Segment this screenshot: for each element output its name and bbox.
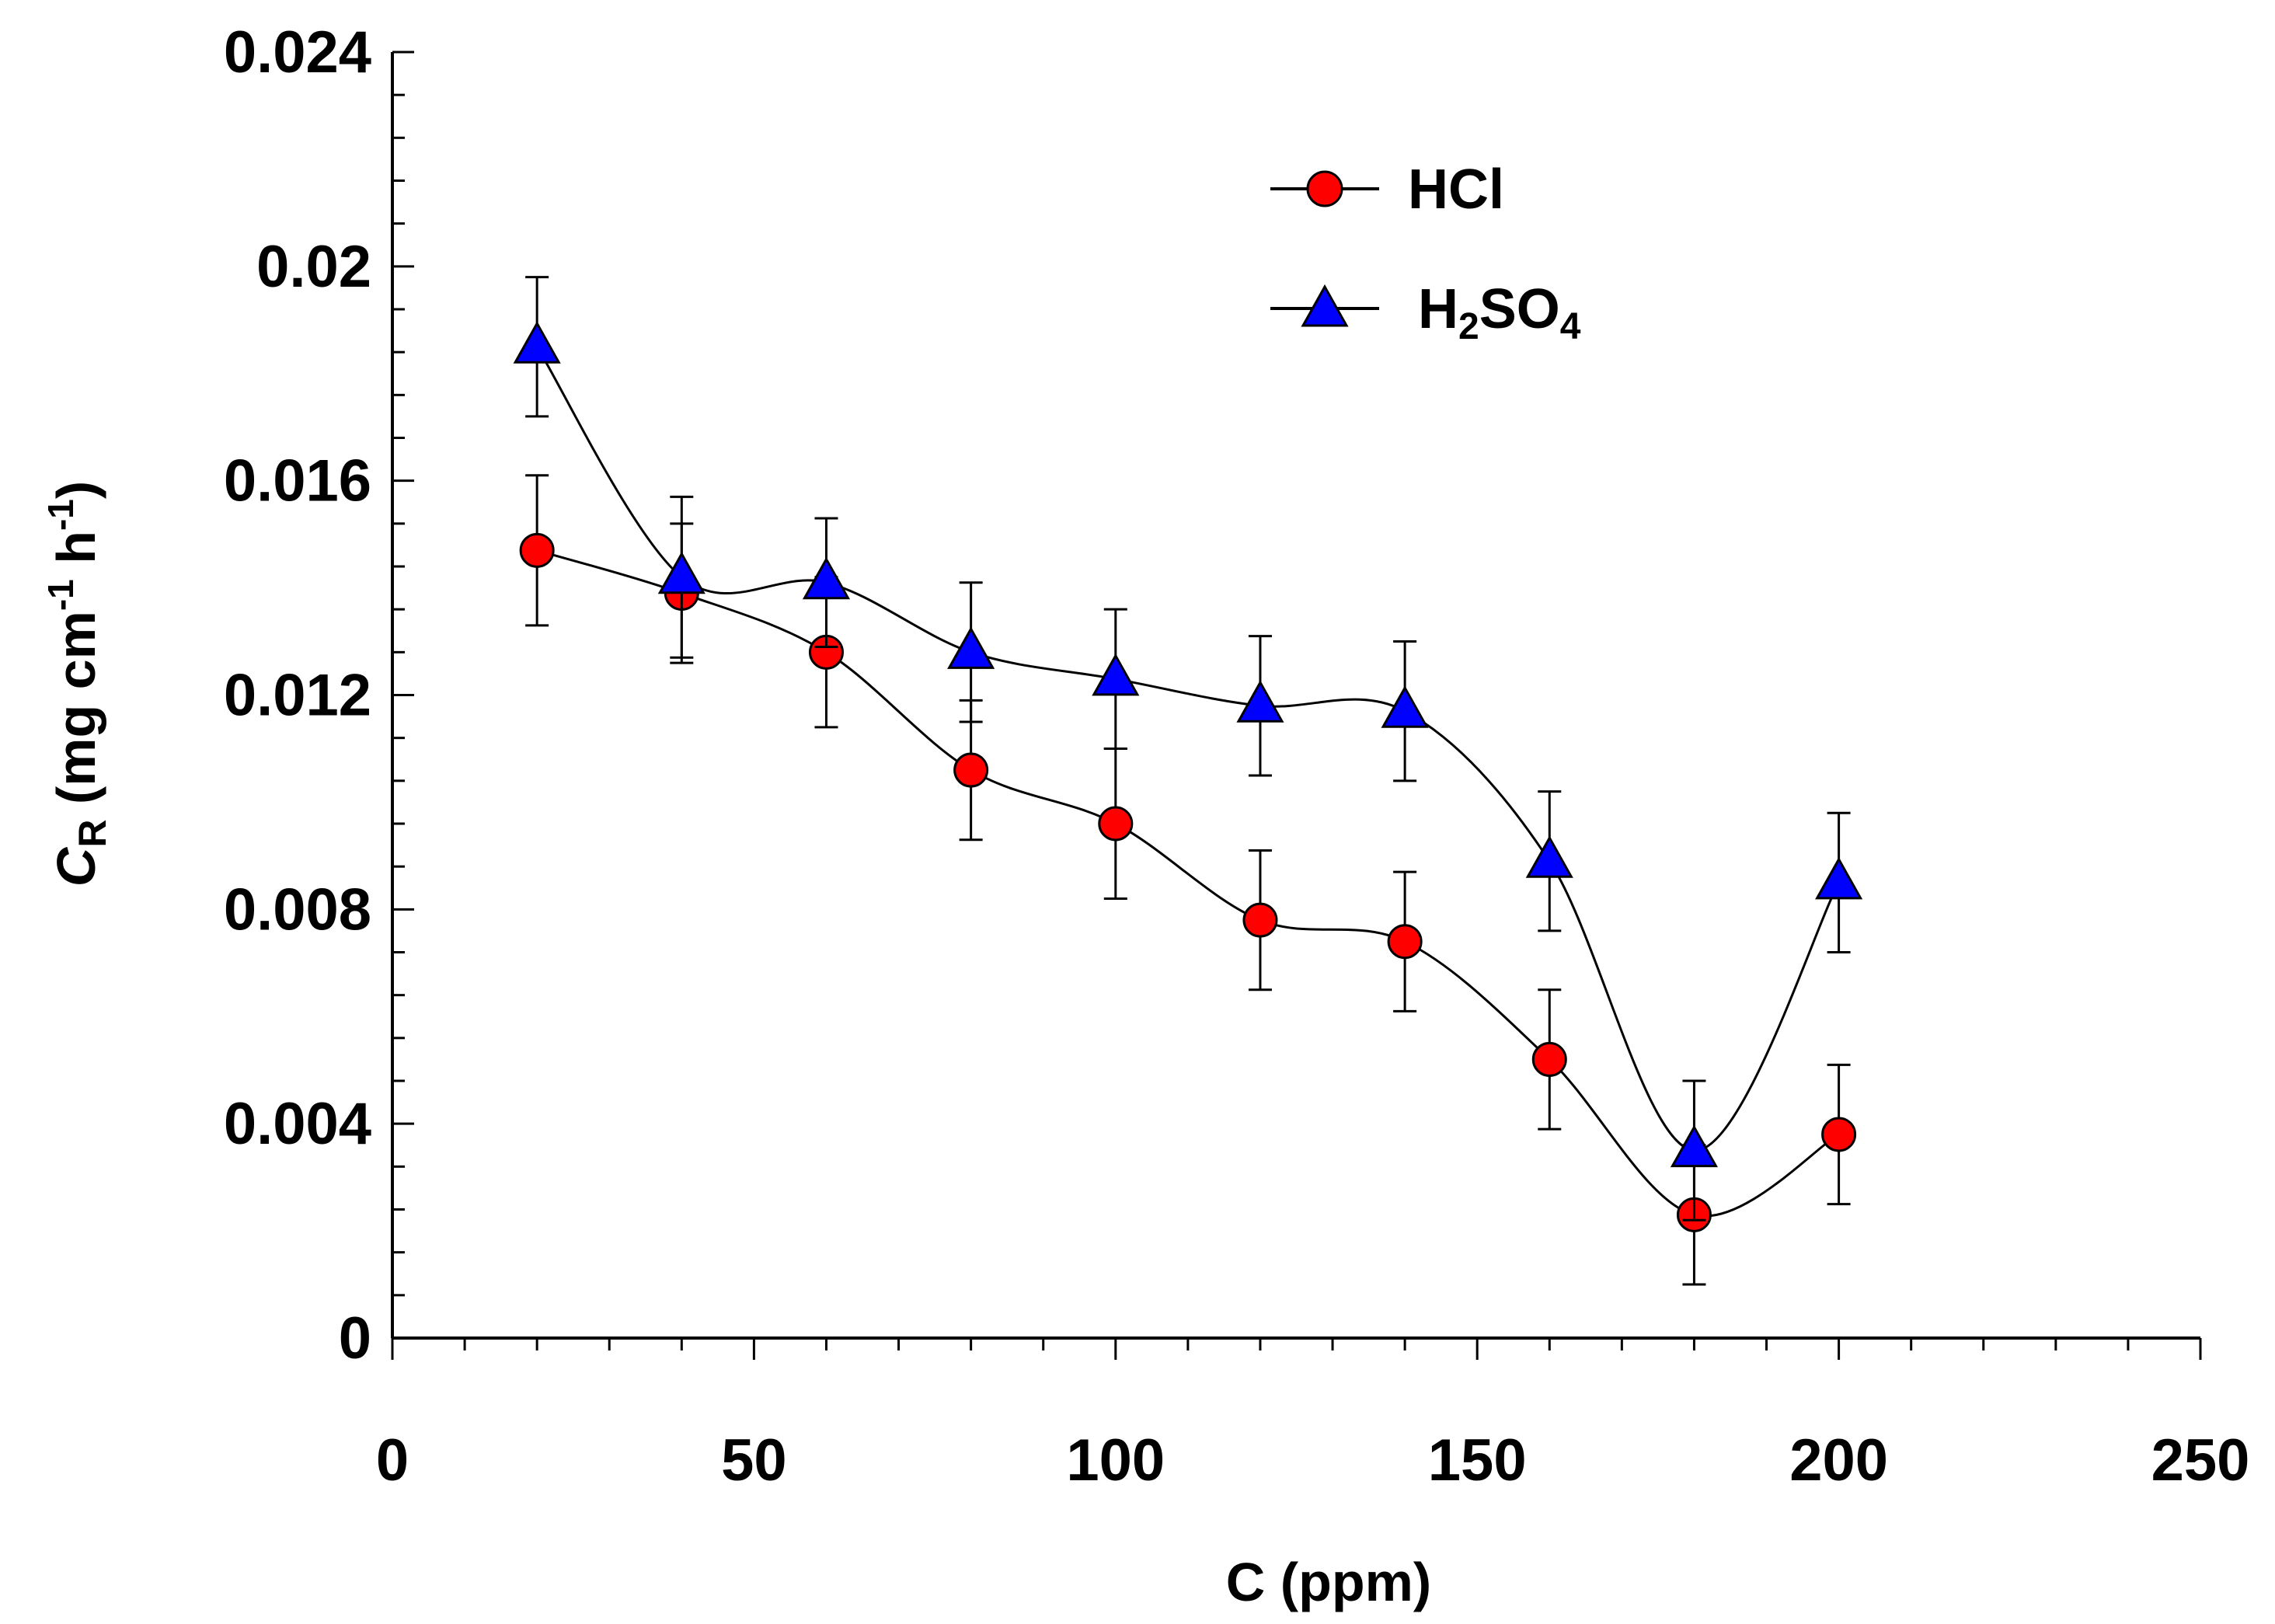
plot-frame bbox=[391, 52, 2200, 1340]
data-point-circle bbox=[1387, 924, 1423, 960]
y-axis-title-symbol: C bbox=[46, 846, 106, 887]
data-point-triangle bbox=[1092, 653, 1140, 696]
y-tick-label: 0.024 bbox=[224, 19, 371, 85]
data-point-circle bbox=[953, 752, 989, 788]
data-point-triangle bbox=[1525, 835, 1573, 878]
y-tick-label: 0.012 bbox=[224, 663, 371, 729]
x-tick-label: 150 bbox=[1428, 1427, 1527, 1493]
x-axis-ticks: 0 50 100 150 200 250 bbox=[376, 1338, 2250, 1493]
data-point-triangle bbox=[1236, 680, 1284, 723]
x-tick-label: 200 bbox=[1789, 1427, 1888, 1493]
series-h2so4 bbox=[513, 276, 1863, 1221]
x-tick-label: 50 bbox=[721, 1427, 787, 1493]
y-tick-label: 0.02 bbox=[256, 234, 371, 300]
data-point-triangle bbox=[802, 556, 851, 600]
y-axis-title-units-tail: ) bbox=[46, 481, 106, 499]
series-line bbox=[535, 346, 1840, 1152]
legend-item-hcl: HCl bbox=[1270, 159, 1504, 221]
data-point-circle bbox=[1531, 1041, 1567, 1077]
y-axis-title-units-mid: h bbox=[46, 531, 106, 579]
data-point-circle bbox=[1242, 902, 1278, 938]
x-tick-label: 100 bbox=[1066, 1427, 1165, 1493]
series-line bbox=[536, 549, 1840, 1218]
y-axis-title-units: (mg cm bbox=[46, 611, 106, 819]
legend: HCl H2SO4 bbox=[1270, 159, 1581, 347]
y-axis-title-exp2: -1 bbox=[40, 499, 81, 531]
data-point-triangle bbox=[947, 626, 995, 669]
legend-circle-marker bbox=[1306, 170, 1343, 207]
data-point-circle bbox=[1821, 1117, 1857, 1152]
x-axis-title: C (ppm) bbox=[1226, 1552, 1431, 1612]
data-point-triangle bbox=[1670, 1124, 1718, 1168]
x-tick-label: 250 bbox=[2151, 1427, 2250, 1493]
legend-label-h2so4: H2SO4 bbox=[1418, 278, 1581, 347]
y-tick-label: 0.016 bbox=[224, 448, 371, 514]
y-axis-ticks: 0 0.004 0.008 0.012 0.016 0.02 0.024 bbox=[224, 19, 414, 1371]
y-axis-title-subscript: R bbox=[71, 820, 114, 848]
data-point-triangle bbox=[513, 321, 561, 364]
legend-triangle-marker bbox=[1301, 284, 1349, 327]
data-point-triangle bbox=[1815, 856, 1863, 900]
data-point-circle bbox=[519, 532, 555, 568]
y-axis-title: CR (mg cm-1 h-1) bbox=[40, 481, 114, 887]
series-hcl bbox=[519, 474, 1857, 1286]
data-point-circle bbox=[1098, 806, 1134, 842]
y-tick-label: 0.004 bbox=[224, 1091, 371, 1157]
data-point-triangle bbox=[1381, 685, 1429, 728]
y-tick-label: 0 bbox=[339, 1305, 371, 1371]
data-point-triangle bbox=[657, 551, 705, 594]
x-tick-label: 0 bbox=[376, 1427, 409, 1493]
series-layer bbox=[513, 276, 1863, 1286]
legend-label-hcl: HCl bbox=[1408, 159, 1504, 221]
y-tick-label: 0.008 bbox=[224, 876, 371, 943]
legend-item-h2so4: H2SO4 bbox=[1270, 278, 1581, 347]
y-axis-title-exp1: -1 bbox=[40, 579, 81, 611]
